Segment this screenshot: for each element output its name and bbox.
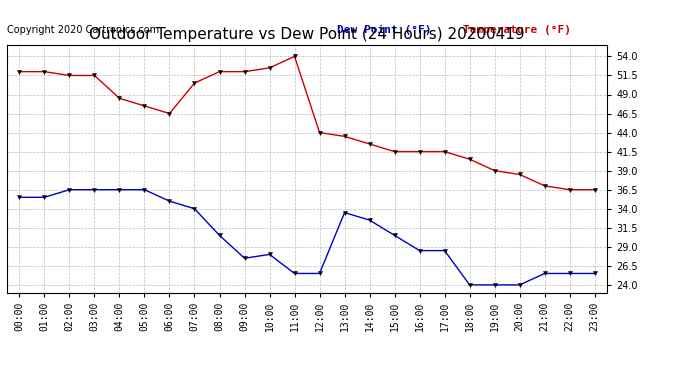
- Title: Outdoor Temperature vs Dew Point (24 Hours) 20200419: Outdoor Temperature vs Dew Point (24 Hou…: [89, 27, 525, 42]
- Text: Copyright 2020 Cartronics.com: Copyright 2020 Cartronics.com: [7, 25, 159, 35]
- Text: Temperature (°F): Temperature (°F): [463, 25, 571, 35]
- Text: Dew Point (°F): Dew Point (°F): [337, 25, 438, 35]
